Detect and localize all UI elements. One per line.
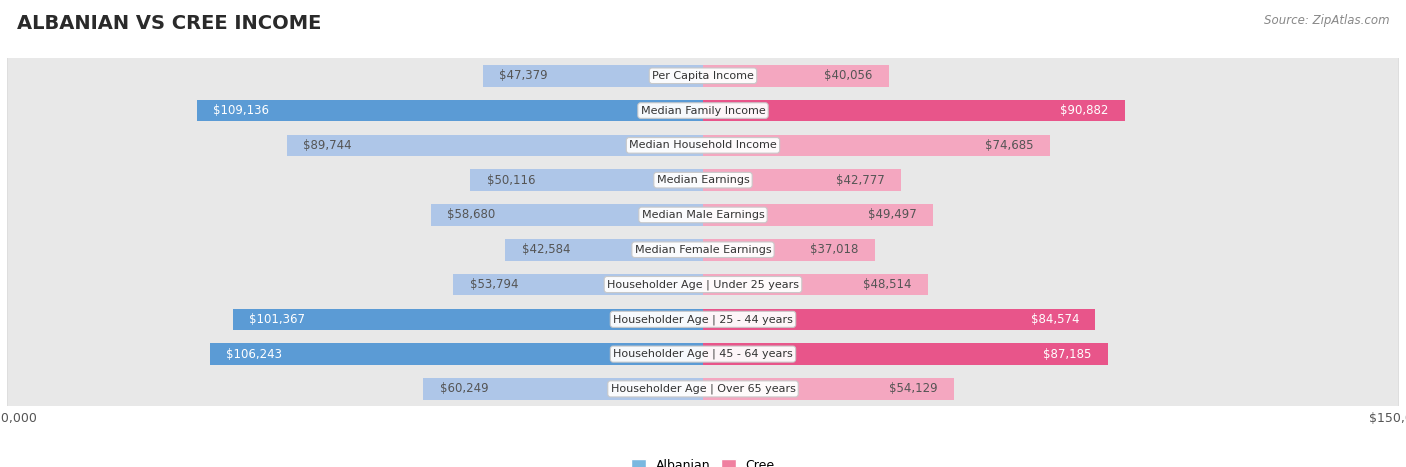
- FancyBboxPatch shape: [7, 0, 1399, 467]
- Text: Householder Age | 25 - 44 years: Householder Age | 25 - 44 years: [613, 314, 793, 325]
- Bar: [423, 378, 703, 400]
- Bar: [197, 100, 703, 121]
- FancyBboxPatch shape: [7, 0, 1399, 467]
- Bar: [209, 343, 703, 365]
- Bar: [703, 134, 1049, 156]
- Bar: [703, 378, 955, 400]
- Text: Source: ZipAtlas.com: Source: ZipAtlas.com: [1264, 14, 1389, 27]
- FancyBboxPatch shape: [7, 0, 1399, 467]
- FancyBboxPatch shape: [7, 0, 1399, 467]
- FancyBboxPatch shape: [7, 0, 1399, 467]
- Text: Median Earnings: Median Earnings: [657, 175, 749, 185]
- Text: $37,018: $37,018: [810, 243, 859, 256]
- Bar: [703, 170, 901, 191]
- Text: $58,680: $58,680: [447, 208, 495, 221]
- Bar: [505, 239, 703, 261]
- Text: $109,136: $109,136: [212, 104, 269, 117]
- Text: $40,056: $40,056: [824, 69, 873, 82]
- Bar: [232, 309, 703, 330]
- Bar: [703, 100, 1125, 121]
- Bar: [703, 204, 932, 226]
- Text: $89,744: $89,744: [302, 139, 352, 152]
- Text: $50,116: $50,116: [486, 174, 536, 187]
- Text: Per Capita Income: Per Capita Income: [652, 71, 754, 81]
- Bar: [287, 134, 703, 156]
- Text: $101,367: $101,367: [249, 313, 305, 326]
- Bar: [703, 239, 875, 261]
- Text: $42,777: $42,777: [837, 174, 886, 187]
- Text: $48,514: $48,514: [863, 278, 912, 291]
- Text: $87,185: $87,185: [1043, 347, 1091, 361]
- Text: Median Female Earnings: Median Female Earnings: [634, 245, 772, 255]
- Bar: [703, 343, 1108, 365]
- Text: $53,794: $53,794: [470, 278, 519, 291]
- Bar: [703, 274, 928, 295]
- Text: Householder Age | Under 25 years: Householder Age | Under 25 years: [607, 279, 799, 290]
- Bar: [484, 65, 703, 86]
- Text: $106,243: $106,243: [226, 347, 283, 361]
- Legend: Albanian, Cree: Albanian, Cree: [626, 453, 780, 467]
- Text: $54,129: $54,129: [889, 382, 938, 396]
- FancyBboxPatch shape: [7, 0, 1399, 467]
- Text: $42,584: $42,584: [522, 243, 571, 256]
- Bar: [453, 274, 703, 295]
- FancyBboxPatch shape: [7, 0, 1399, 467]
- Text: Median Family Income: Median Family Income: [641, 106, 765, 115]
- Bar: [703, 309, 1095, 330]
- Text: $47,379: $47,379: [499, 69, 548, 82]
- Text: Median Male Earnings: Median Male Earnings: [641, 210, 765, 220]
- Text: $90,882: $90,882: [1060, 104, 1108, 117]
- Text: Householder Age | 45 - 64 years: Householder Age | 45 - 64 years: [613, 349, 793, 359]
- FancyBboxPatch shape: [7, 0, 1399, 467]
- Bar: [703, 65, 889, 86]
- Text: $84,574: $84,574: [1031, 313, 1080, 326]
- Text: $60,249: $60,249: [440, 382, 488, 396]
- Bar: [471, 170, 703, 191]
- Text: $49,497: $49,497: [868, 208, 917, 221]
- Text: Median Household Income: Median Household Income: [628, 141, 778, 150]
- Text: $74,685: $74,685: [984, 139, 1033, 152]
- Text: Householder Age | Over 65 years: Householder Age | Over 65 years: [610, 384, 796, 394]
- FancyBboxPatch shape: [7, 0, 1399, 467]
- Bar: [430, 204, 703, 226]
- FancyBboxPatch shape: [7, 0, 1399, 467]
- Text: ALBANIAN VS CREE INCOME: ALBANIAN VS CREE INCOME: [17, 14, 321, 33]
